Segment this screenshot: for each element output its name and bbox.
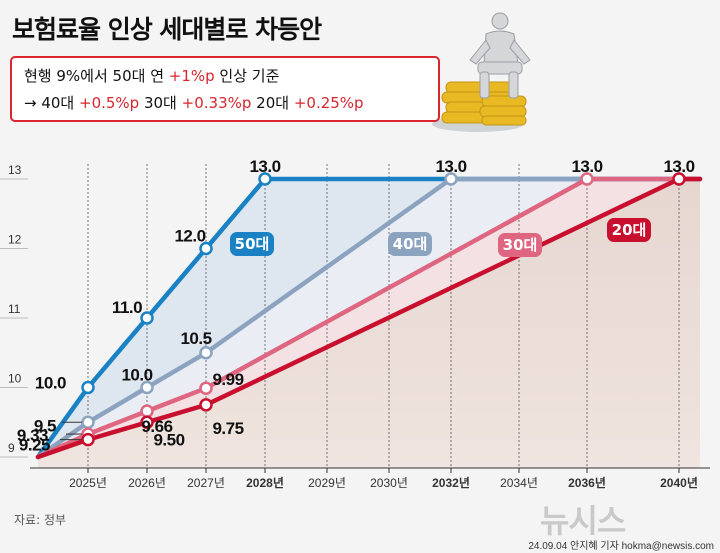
- series-tag-label: 30대: [503, 236, 538, 254]
- chart-title: 보험료율 인상 세대별로 차등안: [12, 15, 322, 44]
- data-point: [199, 381, 213, 395]
- y-tick-label: 11: [8, 302, 21, 316]
- data-point: [81, 432, 95, 447]
- data-label: 11.0: [112, 298, 142, 317]
- area-30-20: [38, 179, 700, 457]
- x-tick-label: 2029년: [308, 476, 346, 490]
- data-point: [199, 346, 213, 360]
- x-tick-label: 2040년: [660, 476, 698, 490]
- data-point: [140, 415, 154, 429]
- newsis-logo: 뉴시스: [540, 502, 626, 540]
- series-tag-label: 50대: [235, 235, 270, 253]
- data-label: 13.0: [571, 157, 602, 176]
- series-tag-label: 20대: [612, 221, 647, 239]
- data-point: [140, 404, 154, 418]
- data-point: [199, 241, 213, 256]
- data-label: 9.99: [212, 370, 243, 389]
- note-highlight: +0.33%p: [181, 94, 252, 112]
- x-tick-label: 2028년: [246, 476, 284, 490]
- series-line-50대: [35, 176, 703, 460]
- x-tick-label: 2025년: [69, 476, 107, 490]
- data-label: 9.75: [212, 419, 243, 438]
- data-label: 9.66: [141, 417, 172, 436]
- x-tick-label: 2027년: [187, 476, 225, 490]
- note-highlight: +1%p: [168, 67, 215, 85]
- x-tick-label: 2032년: [432, 476, 470, 490]
- note-highlight: +0.5%p: [79, 94, 140, 112]
- note-line-2: → 40대 +0.5%p 30대 +0.33%p 20대 +0.25%p: [24, 90, 426, 117]
- data-point: [81, 415, 95, 429]
- data-label: 9.33: [17, 426, 48, 445]
- x-tick-label: 2026년: [128, 476, 166, 490]
- data-point: [258, 172, 272, 186]
- data-label: 9.25: [19, 436, 50, 455]
- data-point: [81, 380, 95, 395]
- note-text: → 40대: [24, 94, 79, 112]
- coin-stack-illustration: [432, 12, 531, 132]
- data-point: [199, 398, 213, 412]
- data-label: 13.0: [435, 157, 466, 176]
- note-text: 20대: [251, 94, 294, 112]
- note-line-1: 현행 9%에서 50대 연 +1%p 인상 기준: [24, 63, 426, 90]
- series-tag-label: 40대: [393, 235, 428, 253]
- note-text: 현행 9%에서 50대 연: [24, 67, 169, 85]
- data-label: 9.5: [34, 416, 56, 435]
- data-point: [580, 172, 594, 186]
- policy-note-box: 현행 9%에서 50대 연 +1%p 인상 기준 → 40대 +0.5%p 30…: [10, 56, 440, 122]
- data-point: [444, 172, 458, 186]
- y-tick-label: 12: [8, 233, 22, 247]
- series-tag-bg: [388, 232, 432, 256]
- data-label: 10.5: [180, 329, 211, 348]
- x-tick-label: 2030년: [370, 476, 408, 490]
- seated-person-icon: [469, 12, 531, 99]
- data-label: 9.50: [153, 430, 184, 449]
- y-tick-label: 9: [8, 441, 15, 455]
- series-line-40대: [35, 176, 703, 460]
- note-text: 인상 기준: [214, 67, 280, 85]
- series-tag-bg: [498, 233, 542, 257]
- data-label: 13.0: [249, 157, 280, 176]
- data-label: 12.0: [174, 227, 205, 246]
- x-tick-label: 2034년: [500, 476, 538, 490]
- x-tick-label: 2036년: [568, 476, 606, 490]
- source-label: 자료: 정부: [14, 513, 67, 527]
- series-tag-bg: [230, 232, 274, 256]
- y-tick-label: 13: [8, 163, 22, 177]
- y-tick-label: 10: [8, 372, 22, 386]
- data-label: 10.0: [35, 374, 66, 393]
- data-label: 10.0: [121, 366, 152, 385]
- note-text: 30대: [139, 94, 182, 112]
- series-line-30대: [35, 176, 703, 460]
- data-point: [140, 380, 154, 395]
- data-point: [672, 172, 686, 186]
- data-label: 13.0: [663, 157, 694, 176]
- credit-line: 24.09.04 안지혜 기자 hokma@newsis.com: [528, 541, 714, 552]
- data-point: [140, 311, 154, 325]
- note-highlight: +0.25%p: [293, 94, 364, 112]
- series-tag-bg: [607, 218, 651, 242]
